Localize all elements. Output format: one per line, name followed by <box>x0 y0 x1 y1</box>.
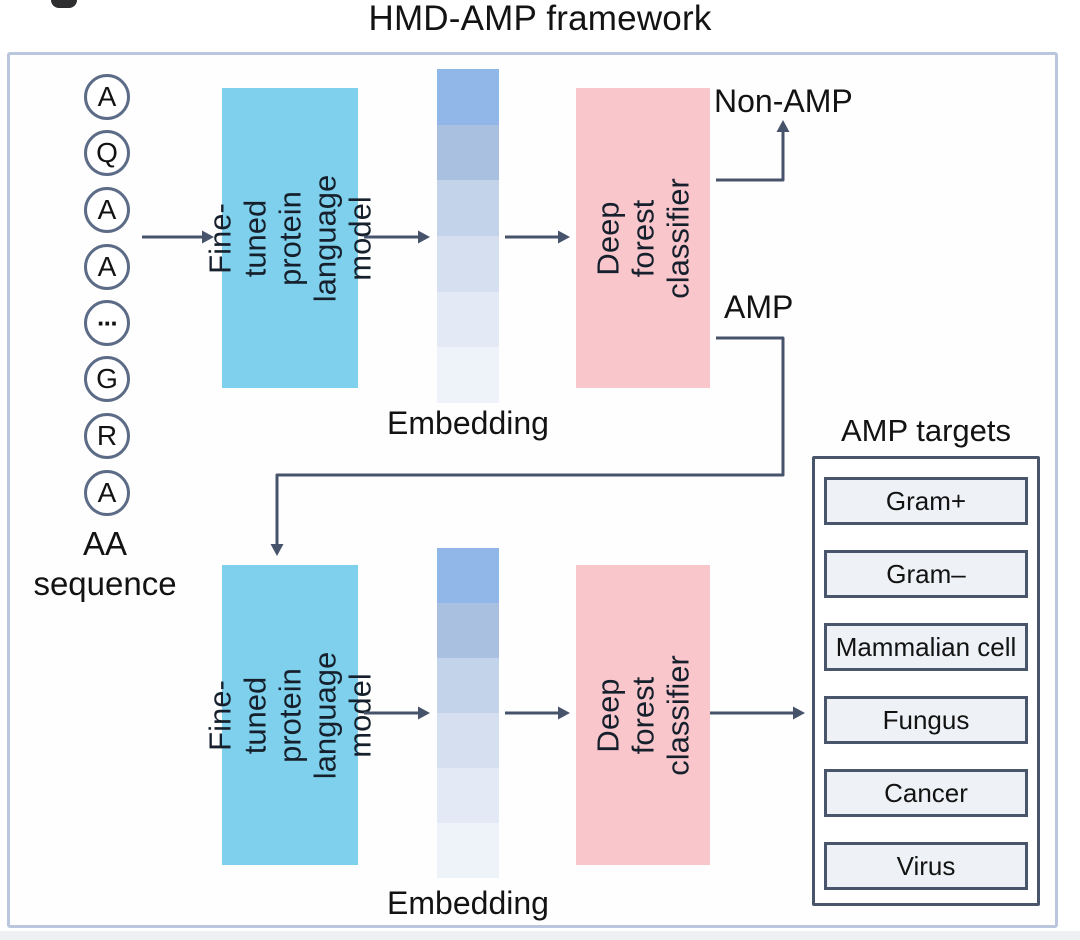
figure-title: HMD-AMP framework <box>368 0 712 38</box>
embedding-cell <box>437 347 499 404</box>
embedding-cell <box>437 603 499 658</box>
embedding-cell <box>437 658 499 713</box>
embedding-cell <box>437 124 499 181</box>
target-item-cancer: Cancer <box>824 769 1028 817</box>
page-bottom-strip <box>0 931 1080 940</box>
target-item-fungus: Fungus <box>824 696 1028 744</box>
aa-letter: A <box>97 194 117 225</box>
target-item-virus: Virus <box>824 842 1028 890</box>
embedding-cell <box>437 180 499 237</box>
aa-circle: Q <box>84 130 130 176</box>
aa-letter: Q <box>96 137 118 168</box>
embedding-cell <box>437 236 499 292</box>
cropped-panel-label <box>51 0 77 8</box>
aa-sequence-label: AA sequence <box>33 525 177 602</box>
embedding-cell <box>437 548 499 603</box>
plm-label-stage1: Fine-tuned protein language model <box>202 174 378 302</box>
embedding-label-stage2: Embedding <box>387 885 549 921</box>
amp-targets-panel: Gram+ Gram– Mammalian cell Fungus Cancer… <box>812 456 1040 906</box>
aa-ellipsis: ··· <box>97 307 119 338</box>
aa-circle: R <box>84 413 130 459</box>
embedding-cell <box>437 713 499 768</box>
target-item-mammalian-cell: Mammalian cell <box>824 623 1028 671</box>
embedding-bar-stage1 <box>437 69 499 404</box>
embedding-bar-stage2 <box>437 548 499 878</box>
aa-circle: A <box>84 244 130 290</box>
aa-letter: A <box>97 251 117 282</box>
embedding-cell <box>437 291 499 348</box>
embedding-cell <box>437 768 499 823</box>
plm-box-stage2: Fine-tuned protein language model <box>203 565 378 865</box>
target-item-gram-negative: Gram– <box>824 550 1028 598</box>
classifier-box-stage1: Deep forest classifier <box>576 88 710 388</box>
amp-label: AMP <box>724 289 794 325</box>
aa-circle: A <box>84 187 130 233</box>
aa-letter: R <box>96 420 118 451</box>
aa-letter: A <box>97 477 117 508</box>
plm-box-stage1: Fine-tuned protein language model <box>203 88 378 388</box>
plm-label-stage2: Fine-tuned protein language model <box>202 651 378 779</box>
classifier-label-stage2: Deep forest classifier <box>590 654 696 776</box>
aa-circle-ellipsis: ··· <box>84 300 130 346</box>
embedding-cell <box>437 823 499 878</box>
classifier-box-stage2: Deep forest classifier <box>576 565 710 865</box>
aa-letter: G <box>96 363 118 394</box>
target-item-gram-positive: Gram+ <box>824 477 1028 525</box>
aa-letter: A <box>97 81 117 112</box>
aa-circle: A <box>84 74 130 120</box>
non-amp-label: Non-AMP <box>714 83 853 119</box>
amp-targets-title: AMP targets <box>840 413 1011 448</box>
embedding-cell <box>437 69 499 125</box>
aa-circle: G <box>84 356 130 402</box>
aa-circle: A <box>84 470 130 516</box>
classifier-label-stage1: Deep forest classifier <box>590 177 696 299</box>
embedding-label-stage1: Embedding <box>387 405 549 441</box>
